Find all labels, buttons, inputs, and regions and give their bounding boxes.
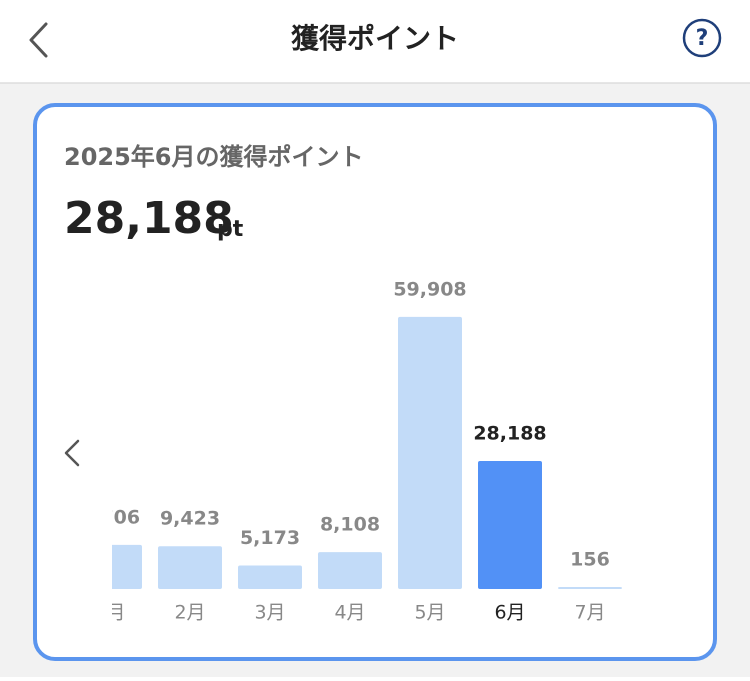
back-button[interactable] [29,22,48,58]
total-points: 28,188 [64,193,234,244]
value-label: 28,188 [473,422,546,444]
unit: pt [217,217,244,242]
bar [238,565,302,589]
x-tick-label: 6月 [494,602,525,624]
help-icon: ? [696,26,709,51]
x-tick-label: 7月 [574,602,605,624]
bar [558,587,622,589]
plot: 9,706 1月 9,423 2月 5,173 3月 8,108 4月 59,908 5月 28,1… [80,278,622,624]
bar [318,552,382,589]
bar [158,546,222,589]
x-tick-label: 1月 [94,602,125,624]
x-tick-label: 2月 [174,602,205,624]
x-tick-label: 3月 [254,602,285,624]
card [33,103,717,661]
value-label: 9,706 [80,506,140,528]
bar [398,316,462,589]
bar [478,460,542,589]
help-button[interactable] [682,18,722,58]
header-title: 獲得ポイント [291,22,459,55]
card-title: 2025年6月の獲得ポイント [64,143,364,171]
value-label: 156 [570,549,610,571]
x-tick-label: 4月 [334,602,365,624]
value-label: 8,108 [320,514,380,536]
x-tick-label: 5月 [414,602,445,624]
prev-button[interactable] [64,439,80,467]
value-label: 59,908 [393,278,466,300]
header [0,0,750,83]
bar [112,544,142,589]
value-label: 9,423 [160,508,220,530]
value-label: 5,173 [240,527,300,549]
